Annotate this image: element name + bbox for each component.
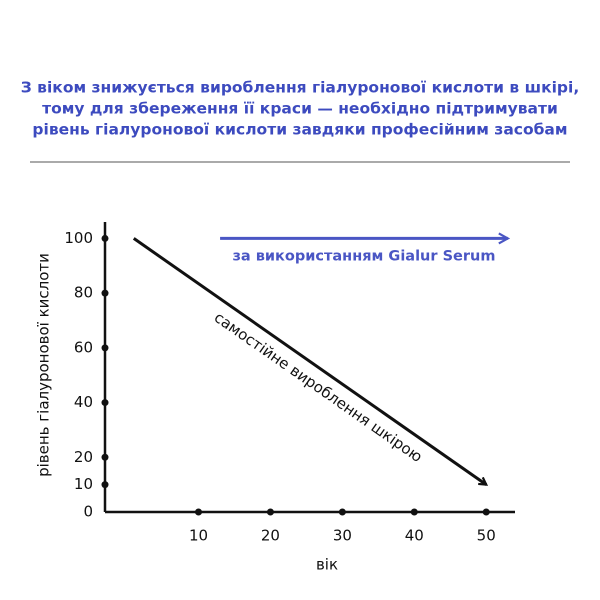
title-line: тому для збереження її краси — необхідно…: [42, 100, 558, 118]
y-tick-dot: [101, 289, 109, 297]
x-tick-dot: [266, 508, 274, 516]
y-axis-label: рівень гіалуронової кислоти: [35, 253, 53, 477]
x-tick-dot: [410, 508, 418, 516]
x-tick-label: 50: [477, 527, 496, 545]
y-tick-dot: [101, 481, 109, 489]
y-tick-label: 100: [64, 229, 93, 247]
y-tick-label: 60: [74, 338, 93, 356]
x-tick-label: 40: [405, 527, 424, 545]
series-label: за використанням Gialur Serum: [232, 248, 495, 264]
y-tick-dot: [101, 453, 109, 461]
y-tick-dot: [101, 344, 109, 352]
y-tick-label: 80: [74, 284, 93, 302]
y-tick-label: 0: [83, 503, 93, 521]
y-tick-label: 20: [74, 448, 93, 466]
x-tick-dot: [482, 508, 490, 516]
y-tick-label: 10: [74, 475, 93, 493]
x-tick-dot: [195, 508, 203, 516]
x-tick-label: 10: [189, 527, 208, 545]
x-tick-label: 20: [261, 527, 280, 545]
series-line: [132, 237, 486, 484]
x-tick-dot: [338, 508, 346, 516]
title-line: З віком знижується вироблення гіалуронов…: [21, 79, 579, 97]
x-axis-label: вік: [316, 556, 338, 574]
title-line: рівень гіалуронової кислоти завдяки проф…: [32, 121, 567, 139]
y-tick-dot: [101, 234, 109, 242]
x-tick-label: 30: [333, 527, 352, 545]
y-tick-dot: [101, 399, 109, 407]
series-label: самостійне вироблення шкірою: [211, 308, 426, 466]
y-tick-label: 40: [74, 393, 93, 411]
